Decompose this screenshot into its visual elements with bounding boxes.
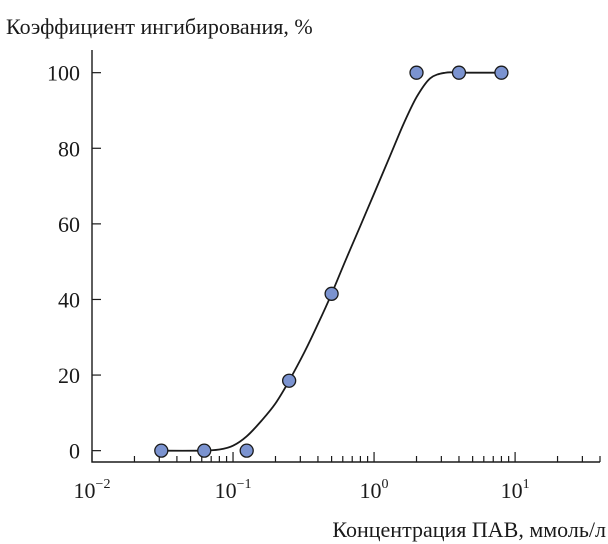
data-point (197, 443, 212, 458)
y-tick-label: 20 (58, 363, 80, 388)
data-point (451, 65, 467, 80)
data-point (154, 443, 169, 458)
axes-frame (91, 50, 600, 463)
x-axis: 10−2 10−1 100 101 (74, 452, 601, 503)
y-tick-label: 100 (47, 61, 80, 86)
data-point (282, 373, 297, 388)
x-tick-label: 100 (360, 477, 389, 503)
data-point (409, 65, 424, 80)
x-tick-label: 10−1 (215, 477, 252, 503)
data-points (154, 65, 509, 458)
data-point (494, 65, 509, 80)
y-tick-label: 0 (69, 439, 80, 464)
data-point (324, 286, 339, 301)
y-tick-label: 40 (58, 287, 80, 312)
x-tick-label: 10−2 (74, 477, 111, 503)
y-axis-title: Коэффициент ингибирования, % (6, 14, 313, 39)
fit-curve (161, 71, 502, 452)
x-axis-title: Концентрация ПАВ, ммоль/л (332, 517, 606, 542)
y-tick-label: 60 (58, 212, 80, 237)
data-point (239, 443, 254, 458)
y-axis: 0 20 40 60 80 100 (47, 61, 101, 464)
y-tick-label: 80 (58, 136, 80, 161)
x-tick-label: 101 (501, 477, 530, 503)
